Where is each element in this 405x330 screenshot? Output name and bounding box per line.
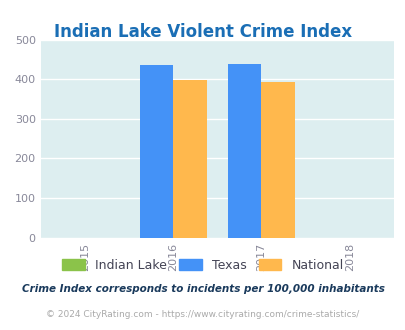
Bar <box>227 64 261 238</box>
Legend: Indian Lake, Texas, National: Indian Lake, Texas, National <box>62 259 343 272</box>
Bar <box>261 82 294 238</box>
Text: Crime Index corresponds to incidents per 100,000 inhabitants: Crime Index corresponds to incidents per… <box>21 284 384 294</box>
Text: Indian Lake Violent Crime Index: Indian Lake Violent Crime Index <box>54 23 351 41</box>
Bar <box>173 80 206 238</box>
Text: © 2024 CityRating.com - https://www.cityrating.com/crime-statistics/: © 2024 CityRating.com - https://www.city… <box>46 310 359 319</box>
Bar <box>139 65 173 238</box>
